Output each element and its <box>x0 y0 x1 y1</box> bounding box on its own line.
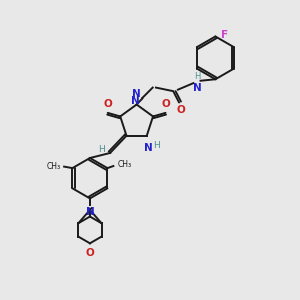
Text: CH₃: CH₃ <box>46 162 61 171</box>
Text: F: F <box>221 30 228 40</box>
Text: N: N <box>193 83 201 93</box>
Text: N: N <box>144 143 153 153</box>
Text: H: H <box>98 146 105 154</box>
Text: O: O <box>176 105 185 115</box>
Text: N: N <box>130 96 139 106</box>
Text: CH₃: CH₃ <box>117 160 131 169</box>
Text: H: H <box>194 72 200 81</box>
Text: O: O <box>85 248 94 258</box>
Text: O: O <box>103 99 112 109</box>
Text: N: N <box>132 89 141 100</box>
Text: N: N <box>85 207 94 217</box>
Text: H: H <box>153 141 160 150</box>
Text: O: O <box>161 99 170 109</box>
